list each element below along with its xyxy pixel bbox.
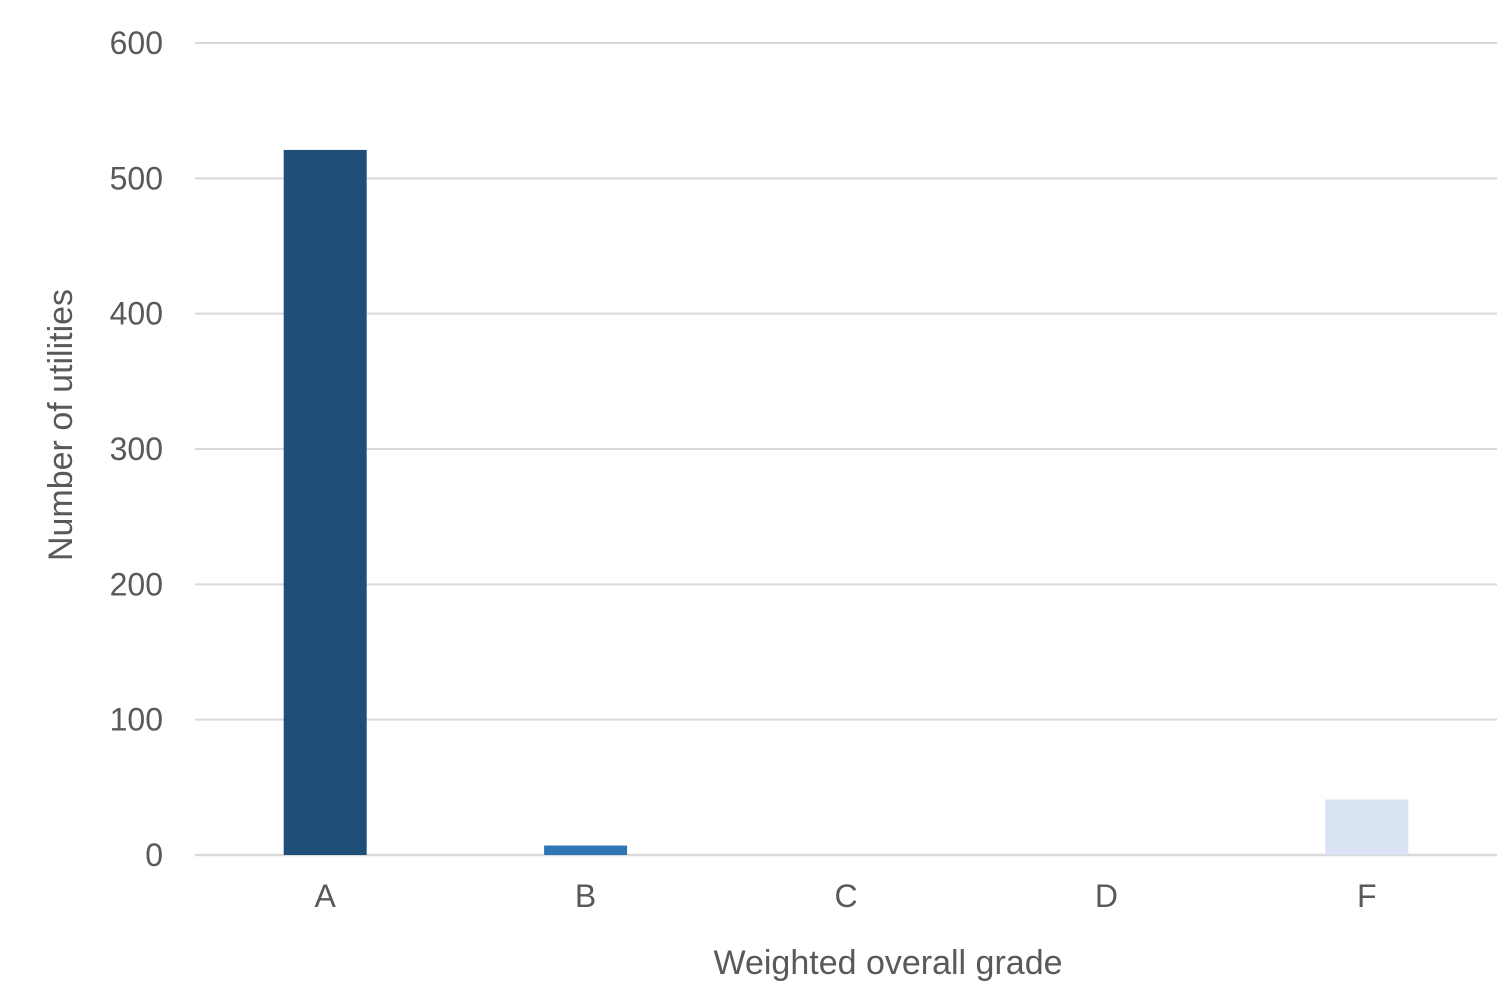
- y-tick-label: 100: [110, 702, 163, 738]
- x-tick-label: F: [1357, 878, 1377, 914]
- y-tick-label: 500: [110, 160, 163, 196]
- y-axis-title: Number of utilities: [42, 289, 80, 561]
- y-tick-label: 200: [110, 566, 163, 602]
- y-tick-label: 600: [110, 25, 163, 61]
- x-tick-label: A: [315, 878, 337, 914]
- gridlines: [195, 42, 1497, 857]
- bar-a: [283, 149, 367, 855]
- bar-f: [1325, 799, 1409, 855]
- y-axis-ticks: 0 100 200 300 400 500 600: [110, 25, 163, 873]
- x-tick-label: B: [575, 878, 596, 914]
- x-tick-label: D: [1095, 878, 1118, 914]
- x-axis-title: Weighted overall grade: [713, 944, 1062, 982]
- y-tick-label: 400: [110, 296, 163, 332]
- x-tick-label: C: [834, 878, 857, 914]
- bars: [283, 149, 1409, 855]
- y-tick-label: 0: [145, 837, 163, 873]
- bar-b: [544, 845, 628, 855]
- y-tick-label: 300: [110, 431, 163, 467]
